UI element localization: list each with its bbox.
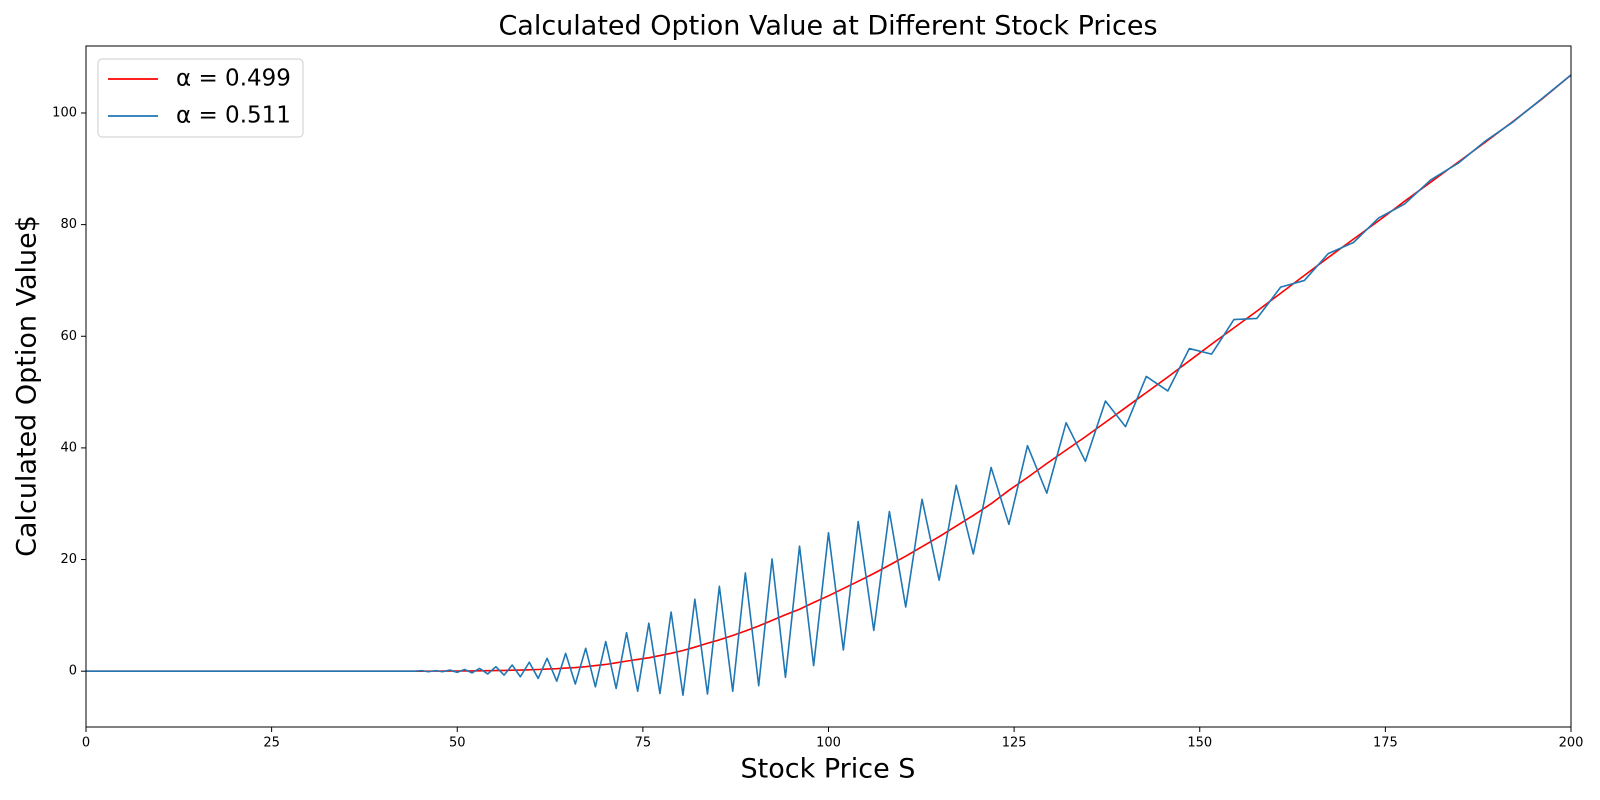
y-tick-label: 40 (60, 440, 77, 455)
series-line (86, 74, 1572, 672)
legend: α = 0.499 α = 0.511 (97, 58, 304, 138)
y-tick-label: 20 (60, 552, 77, 567)
legend-label: α = 0.511 (176, 103, 291, 129)
x-tick-label: 25 (263, 736, 280, 751)
x-tick-label: 125 (1002, 736, 1027, 751)
x-tick-label: 0 (82, 736, 90, 751)
x-tick-label: 50 (449, 736, 466, 751)
y-tick-label: 100 (52, 105, 77, 120)
x-tick-label: 100 (816, 736, 841, 751)
x-axis-label: Stock Price S (741, 754, 916, 785)
series-line (86, 74, 1572, 696)
x-tick-label: 175 (1373, 736, 1398, 751)
chart-title: Calculated Option Value at Different Sto… (498, 11, 1157, 42)
x-tick-label: 200 (1559, 736, 1584, 751)
y-tick-label: 80 (60, 217, 77, 232)
y-tick-label: 60 (60, 329, 77, 344)
x-tick-label: 75 (635, 736, 652, 751)
x-tick-label: 150 (1187, 736, 1212, 751)
plot-frame (85, 45, 1572, 728)
y-axis-label: Calculated Option Value$ (12, 215, 43, 557)
y-tick-label: 0 (69, 664, 77, 679)
legend-label: α = 0.499 (176, 66, 291, 92)
